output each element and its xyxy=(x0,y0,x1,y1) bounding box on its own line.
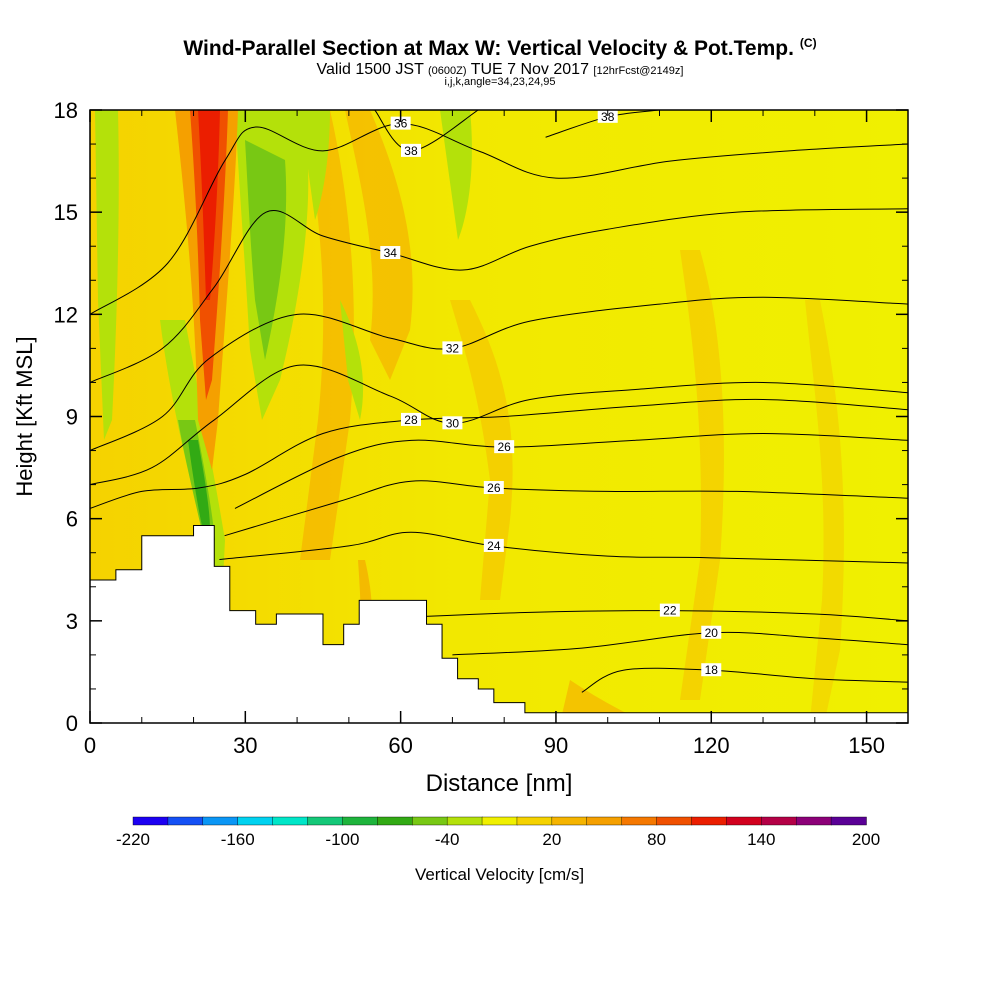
y-tick-label: 3 xyxy=(66,609,78,634)
theta-contour xyxy=(90,208,908,383)
svg-text:28: 28 xyxy=(404,413,418,427)
velocity-band-green xyxy=(340,300,364,420)
colorbar-swatch xyxy=(377,816,413,826)
colorbar-tick-label: -100 xyxy=(325,830,359,849)
theta-contour xyxy=(219,531,908,564)
theta-contour-label: 20 xyxy=(701,625,722,640)
colorbar-swatch xyxy=(726,816,762,826)
colorbar-swatch xyxy=(621,816,658,826)
theta-contour-label: 28 xyxy=(400,412,421,427)
svg-text:34: 34 xyxy=(384,246,398,260)
colorbar-swatch xyxy=(167,816,204,826)
colorbar-swatch xyxy=(132,816,169,826)
svg-text:36: 36 xyxy=(394,117,408,131)
colorbar-swatch xyxy=(237,816,274,826)
theta-contour-label: 18 xyxy=(701,663,722,677)
velocity-band-orange xyxy=(300,110,354,560)
theta-contour xyxy=(90,123,908,315)
theta-contour xyxy=(90,364,908,486)
y-axis-label: Height [Kft MSL] xyxy=(12,336,37,496)
colorbar-swatch xyxy=(342,816,379,826)
theta-contour xyxy=(234,433,908,509)
velocity-band-orange xyxy=(560,680,640,723)
velocity-band-green xyxy=(300,110,330,220)
x-tick-label: 90 xyxy=(544,733,568,758)
colorbar-swatch xyxy=(307,816,344,826)
theta-contour-label: 22 xyxy=(659,603,680,618)
velocity-band-orange xyxy=(450,300,513,600)
colorbar-label: Vertical Velocity [cm/s] xyxy=(415,865,584,884)
colorbar-swatch xyxy=(691,816,728,826)
y-tick-label: 0 xyxy=(66,711,78,736)
svg-text:38: 38 xyxy=(404,144,418,158)
y-tick-label: 18 xyxy=(54,98,78,123)
svg-text:32: 32 xyxy=(446,341,460,355)
velocity-band-green xyxy=(95,110,119,440)
colorbar-tick-label: 200 xyxy=(852,830,880,849)
theta-contour-label: 26 xyxy=(494,440,515,454)
x-tick-label: 0 xyxy=(84,733,96,758)
colorbar-tick-label: 20 xyxy=(542,830,561,849)
colorbar-swatch xyxy=(412,816,448,826)
colorbar-swatch xyxy=(481,816,518,826)
chart-title: Wind-Parallel Section at Max W: Vertical… xyxy=(183,36,817,60)
colorbar-tick-label: -160 xyxy=(221,830,255,849)
theta-contour-label: 24 xyxy=(483,538,504,553)
colorbar-swatch xyxy=(830,816,867,826)
colorbar-swatch xyxy=(586,816,623,826)
x-tick-label: 150 xyxy=(848,733,885,758)
svg-text:18: 18 xyxy=(705,663,719,677)
y-tick-label: 15 xyxy=(54,200,78,225)
svg-text:38: 38 xyxy=(601,110,615,124)
theta-contour-label: 36 xyxy=(390,116,411,131)
theta-contour-label: 30 xyxy=(442,416,463,430)
chart-subtitle-indices: i,j,k,angle=34,23,24,95 xyxy=(444,76,556,88)
colorbar-swatch xyxy=(551,816,588,826)
velocity-band-updraft xyxy=(198,110,220,300)
colorbar: -220 -160 -100 -40 20 80 140 200 Vertical Veloci… xyxy=(116,816,880,884)
x-tick-label: 60 xyxy=(388,733,412,758)
svg-text:24: 24 xyxy=(487,539,501,553)
svg-text:22: 22 xyxy=(663,604,677,618)
svg-text:26: 26 xyxy=(497,440,511,454)
terrain xyxy=(90,524,908,723)
colorbar-swatch xyxy=(272,816,309,826)
colorbar-swatch xyxy=(446,816,483,826)
theta-contour xyxy=(90,296,908,452)
colorbar-swatch xyxy=(656,816,693,826)
colorbar-tick-label: 140 xyxy=(747,830,775,849)
x-tick-label: 30 xyxy=(233,733,257,758)
chart-subtitle: Valid 1500 JST (0600Z) TUE 7 Nov 2017 [1… xyxy=(316,61,684,78)
velocity-band-orange xyxy=(680,250,724,700)
y-tick-label: 6 xyxy=(66,507,78,532)
y-tick-label: 12 xyxy=(54,302,78,327)
theta-contour-label: 38 xyxy=(597,110,618,124)
plot-area: 18 20 22 24 26 26 28 30 32 34 36 38 38 xyxy=(90,110,908,723)
theta-contour-label: 34 xyxy=(380,246,401,260)
y-tick-label: 9 xyxy=(66,405,78,430)
velocity-band-green xyxy=(440,110,472,240)
colorbar-tick-label: -40 xyxy=(435,830,460,849)
velocity-band-green xyxy=(245,140,287,360)
theta-contours xyxy=(90,110,908,693)
theta-contour-label: 32 xyxy=(442,341,463,355)
colorbar-tick-label: 80 xyxy=(647,830,666,849)
svg-text:26: 26 xyxy=(487,481,501,495)
colorbar-swatch xyxy=(795,816,832,826)
x-axis-label: Distance [nm] xyxy=(426,770,573,797)
velocity-band-orange xyxy=(345,110,413,380)
colorbar-swatch xyxy=(761,816,797,826)
colorbar-swatch xyxy=(516,816,553,826)
x-tick-label: 120 xyxy=(693,733,730,758)
svg-text:30: 30 xyxy=(446,416,460,430)
theta-contour-labels: 18 20 22 24 26 26 28 30 32 34 36 38 38 xyxy=(380,110,722,677)
colorbar-swatch xyxy=(202,816,239,826)
theta-contour-label: 26 xyxy=(483,481,504,495)
theta-contour-label: 38 xyxy=(400,143,421,158)
colorbar-tick-label: -220 xyxy=(116,830,150,849)
svg-text:20: 20 xyxy=(705,626,719,640)
theta-contour xyxy=(224,480,908,537)
